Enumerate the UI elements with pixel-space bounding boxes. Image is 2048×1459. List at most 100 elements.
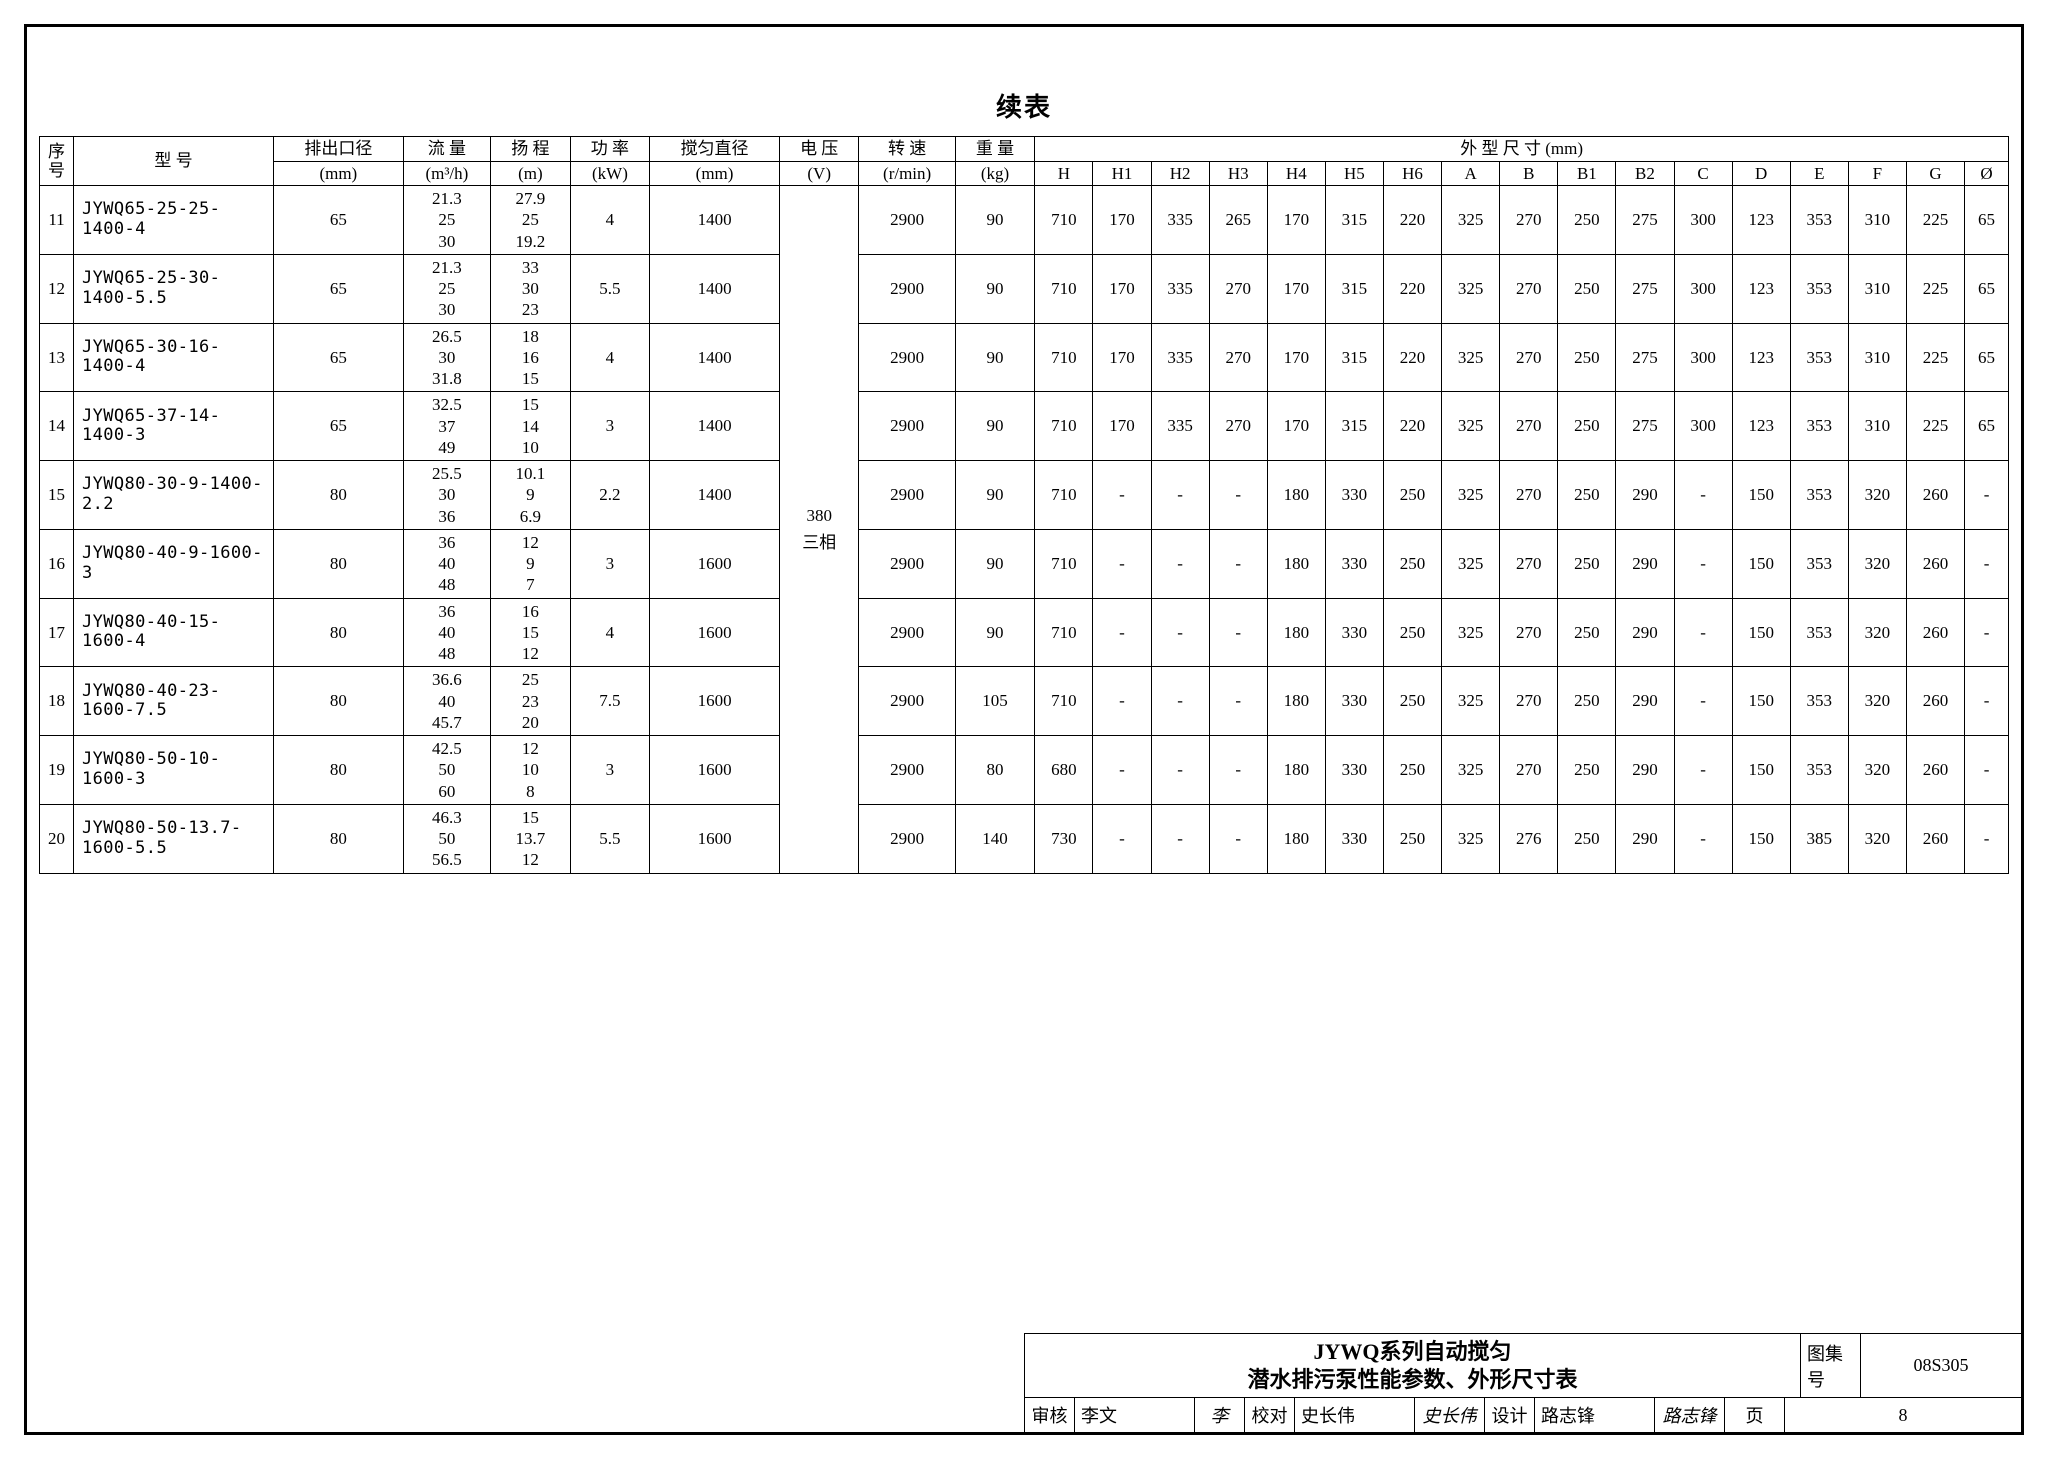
table-row: 18JYWQ80-40-23-1600-7.58036.64045.725232… bbox=[40, 667, 2009, 736]
cell: 275 bbox=[1616, 254, 1674, 323]
cell: 12 bbox=[40, 254, 74, 323]
cell: 42.55060 bbox=[403, 736, 490, 805]
cell: 275 bbox=[1616, 323, 1674, 392]
page-label: 页 bbox=[1725, 1398, 1785, 1432]
cell: 11 bbox=[40, 186, 74, 255]
cell: 300 bbox=[1674, 323, 1732, 392]
cell: 270 bbox=[1500, 254, 1558, 323]
cell: 2900 bbox=[859, 804, 955, 873]
cell: - bbox=[1674, 736, 1732, 805]
cell: 181615 bbox=[491, 323, 571, 392]
cell: 353 bbox=[1790, 392, 1848, 461]
dim-H5: H5 bbox=[1325, 161, 1383, 186]
cell: 46.35056.5 bbox=[403, 804, 490, 873]
cell: 1400 bbox=[650, 323, 780, 392]
cell: 180 bbox=[1267, 736, 1325, 805]
cell: 25.53036 bbox=[403, 461, 490, 530]
cell: 300 bbox=[1674, 254, 1732, 323]
cell: 710 bbox=[1035, 598, 1093, 667]
col-flow: 流 量 bbox=[403, 137, 490, 162]
cell: 325 bbox=[1442, 529, 1500, 598]
cell: 4 bbox=[570, 186, 650, 255]
cell: 250 bbox=[1558, 461, 1616, 530]
cell: 270 bbox=[1500, 667, 1558, 736]
cell: 4 bbox=[570, 598, 650, 667]
cell: 270 bbox=[1209, 392, 1267, 461]
cell: 250 bbox=[1383, 529, 1441, 598]
cell: 225 bbox=[1906, 186, 1964, 255]
col-outlet: 排出口径 bbox=[274, 137, 404, 162]
cell: 1600 bbox=[650, 736, 780, 805]
cell: 353 bbox=[1790, 461, 1848, 530]
dim-H: H bbox=[1035, 161, 1093, 186]
cell: 364048 bbox=[403, 529, 490, 598]
cell: - bbox=[1965, 804, 2009, 873]
cell: - bbox=[1093, 736, 1151, 805]
col-volt: 电 压 bbox=[779, 137, 859, 162]
cell: - bbox=[1209, 461, 1267, 530]
dim-D: D bbox=[1732, 161, 1790, 186]
cell: 320 bbox=[1848, 598, 1906, 667]
cell: 170 bbox=[1093, 392, 1151, 461]
cell: 220 bbox=[1383, 254, 1441, 323]
cell: - bbox=[1151, 736, 1209, 805]
table-row: 13JYWQ65-30-16-1400-46526.53031.81816154… bbox=[40, 323, 2009, 392]
cell: 32.53749 bbox=[403, 392, 490, 461]
check-sig: 史长伟 bbox=[1415, 1398, 1485, 1432]
cell: 2900 bbox=[859, 254, 955, 323]
title-line1: JYWQ系列自动搅匀 bbox=[1033, 1338, 1792, 1366]
dim-F: F bbox=[1848, 161, 1906, 186]
cell: JYWQ80-40-15-1600-4 bbox=[74, 598, 274, 667]
cell: 150 bbox=[1732, 461, 1790, 530]
cell: 14 bbox=[40, 392, 74, 461]
cell: 17 bbox=[40, 598, 74, 667]
cell: 380三相 bbox=[779, 186, 859, 874]
cell: 260 bbox=[1906, 736, 1964, 805]
cell: 80 bbox=[274, 529, 404, 598]
cell: 18 bbox=[40, 667, 74, 736]
cell: - bbox=[1674, 461, 1732, 530]
cell: 335 bbox=[1151, 186, 1209, 255]
drawing-sheet: 续表 序号 型 号 排出口径 流 量 扬 程 功 率 搅匀直径 电 压 转 速 … bbox=[24, 24, 2024, 1435]
dim-A: A bbox=[1442, 161, 1500, 186]
cell: 250 bbox=[1383, 667, 1441, 736]
dim-O: Ø bbox=[1965, 161, 2009, 186]
review-sig: 李 bbox=[1195, 1398, 1245, 1432]
cell: 385 bbox=[1790, 804, 1848, 873]
cell: 220 bbox=[1383, 392, 1441, 461]
cell: 265 bbox=[1209, 186, 1267, 255]
review-label: 审核 bbox=[1025, 1398, 1075, 1432]
table-row: 19JYWQ80-50-10-1600-38042.55060121083160… bbox=[40, 736, 2009, 805]
cell: 250 bbox=[1558, 254, 1616, 323]
cell: 3 bbox=[570, 736, 650, 805]
cell: 170 bbox=[1267, 254, 1325, 323]
cell: 710 bbox=[1035, 186, 1093, 255]
cell: 290 bbox=[1616, 598, 1674, 667]
cell: - bbox=[1965, 461, 2009, 530]
cell: 300 bbox=[1674, 186, 1732, 255]
cell: - bbox=[1965, 598, 2009, 667]
cell: 225 bbox=[1906, 323, 1964, 392]
cell: 2900 bbox=[859, 667, 955, 736]
cell: 250 bbox=[1558, 529, 1616, 598]
cell: 150 bbox=[1732, 598, 1790, 667]
cell: 150 bbox=[1732, 667, 1790, 736]
check-name: 史长伟 bbox=[1295, 1398, 1415, 1432]
cell: 710 bbox=[1035, 529, 1093, 598]
cell: 65 bbox=[274, 186, 404, 255]
cell: 250 bbox=[1558, 598, 1616, 667]
cell: - bbox=[1093, 598, 1151, 667]
cell: - bbox=[1674, 667, 1732, 736]
cell: 270 bbox=[1500, 186, 1558, 255]
cell: 123 bbox=[1732, 186, 1790, 255]
table-row: 20JYWQ80-50-13.7-1600-5.58046.35056.5151… bbox=[40, 804, 2009, 873]
cell: 290 bbox=[1616, 804, 1674, 873]
cell: 325 bbox=[1442, 598, 1500, 667]
review-name: 李文 bbox=[1075, 1398, 1195, 1432]
cell: 310 bbox=[1848, 254, 1906, 323]
table-row: 16JYWQ80-40-9-1600-380364048129731600290… bbox=[40, 529, 2009, 598]
table-body: 11JYWQ65-25-25-1400-46521.3253027.92519.… bbox=[40, 186, 2009, 874]
cell: 65 bbox=[1965, 186, 2009, 255]
cell: 320 bbox=[1848, 529, 1906, 598]
cell: - bbox=[1151, 667, 1209, 736]
